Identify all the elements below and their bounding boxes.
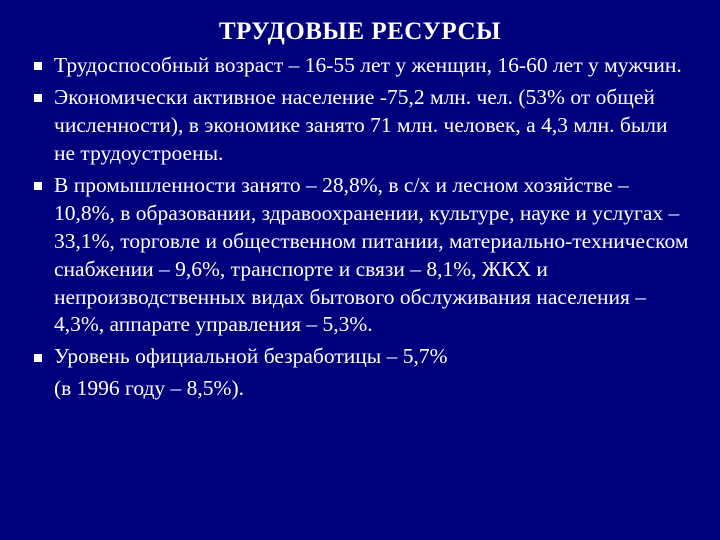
continuation-text: (в 1996 году – 8,5%).	[28, 375, 692, 403]
slide-title: ТРУДОВЫЕ РЕСУРСЫ	[28, 18, 692, 46]
list-item: Трудоспособный возраст – 16-55 лет у жен…	[28, 52, 692, 80]
list-item: Уровень официальной безработицы – 5,7%	[28, 343, 692, 371]
list-item: Экономически активное население -75,2 мл…	[28, 84, 692, 168]
list-item: В промышленности занято – 28,8%, в с/х и…	[28, 172, 692, 340]
bullet-list: Трудоспособный возраст – 16-55 лет у жен…	[28, 52, 692, 375]
slide: ТРУДОВЫЕ РЕСУРСЫ Трудоспособный возраст …	[0, 0, 720, 540]
